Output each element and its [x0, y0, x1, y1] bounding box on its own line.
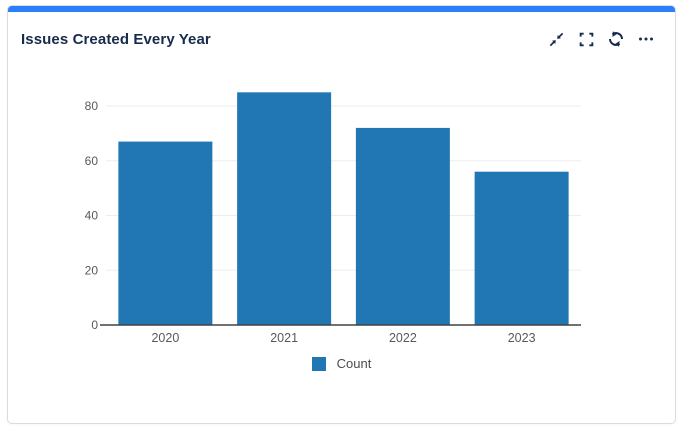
more-options-button[interactable] — [633, 27, 659, 51]
panel-header: Issues Created Every Year — [8, 12, 675, 51]
bar-chart: 0 20 40 60 80 2020 2021 2022 2023 — [85, 92, 581, 345]
y-tick-label: 40 — [85, 209, 99, 223]
legend-swatch — [311, 356, 326, 371]
legend[interactable]: Count — [8, 356, 675, 371]
y-tick-label: 60 — [85, 154, 99, 168]
refresh-button[interactable] — [603, 27, 629, 51]
x-tick-label: 2021 — [270, 331, 298, 345]
bar-2020[interactable] — [118, 141, 213, 325]
y-tick-label: 0 — [91, 318, 98, 332]
x-tick-label: 2020 — [151, 331, 179, 345]
bar-2021[interactable] — [237, 92, 332, 325]
collapse-icon — [549, 32, 563, 46]
bar-2022[interactable] — [355, 127, 450, 326]
panel-toolbar — [543, 27, 659, 51]
ellipsis-icon — [639, 37, 653, 41]
y-tick-label: 20 — [85, 263, 99, 277]
collapse-button[interactable] — [543, 27, 569, 51]
panel-accent-bar — [8, 6, 675, 12]
panel-title: Issues Created Every Year — [21, 30, 211, 48]
chart-panel-card: Issues Created Every Year — [7, 5, 676, 424]
chart-area: 0 20 40 60 80 2020 2021 2022 2023 Count — [8, 51, 675, 371]
x-tick-label: 2022 — [389, 331, 417, 345]
refresh-icon — [609, 31, 623, 47]
fullscreen-button[interactable] — [573, 27, 599, 51]
legend-label: Count — [336, 356, 372, 371]
y-tick-label: 80 — [85, 99, 99, 113]
bar-2023[interactable] — [474, 171, 569, 325]
x-tick-label: 2023 — [508, 331, 536, 345]
fullscreen-icon — [579, 32, 593, 46]
